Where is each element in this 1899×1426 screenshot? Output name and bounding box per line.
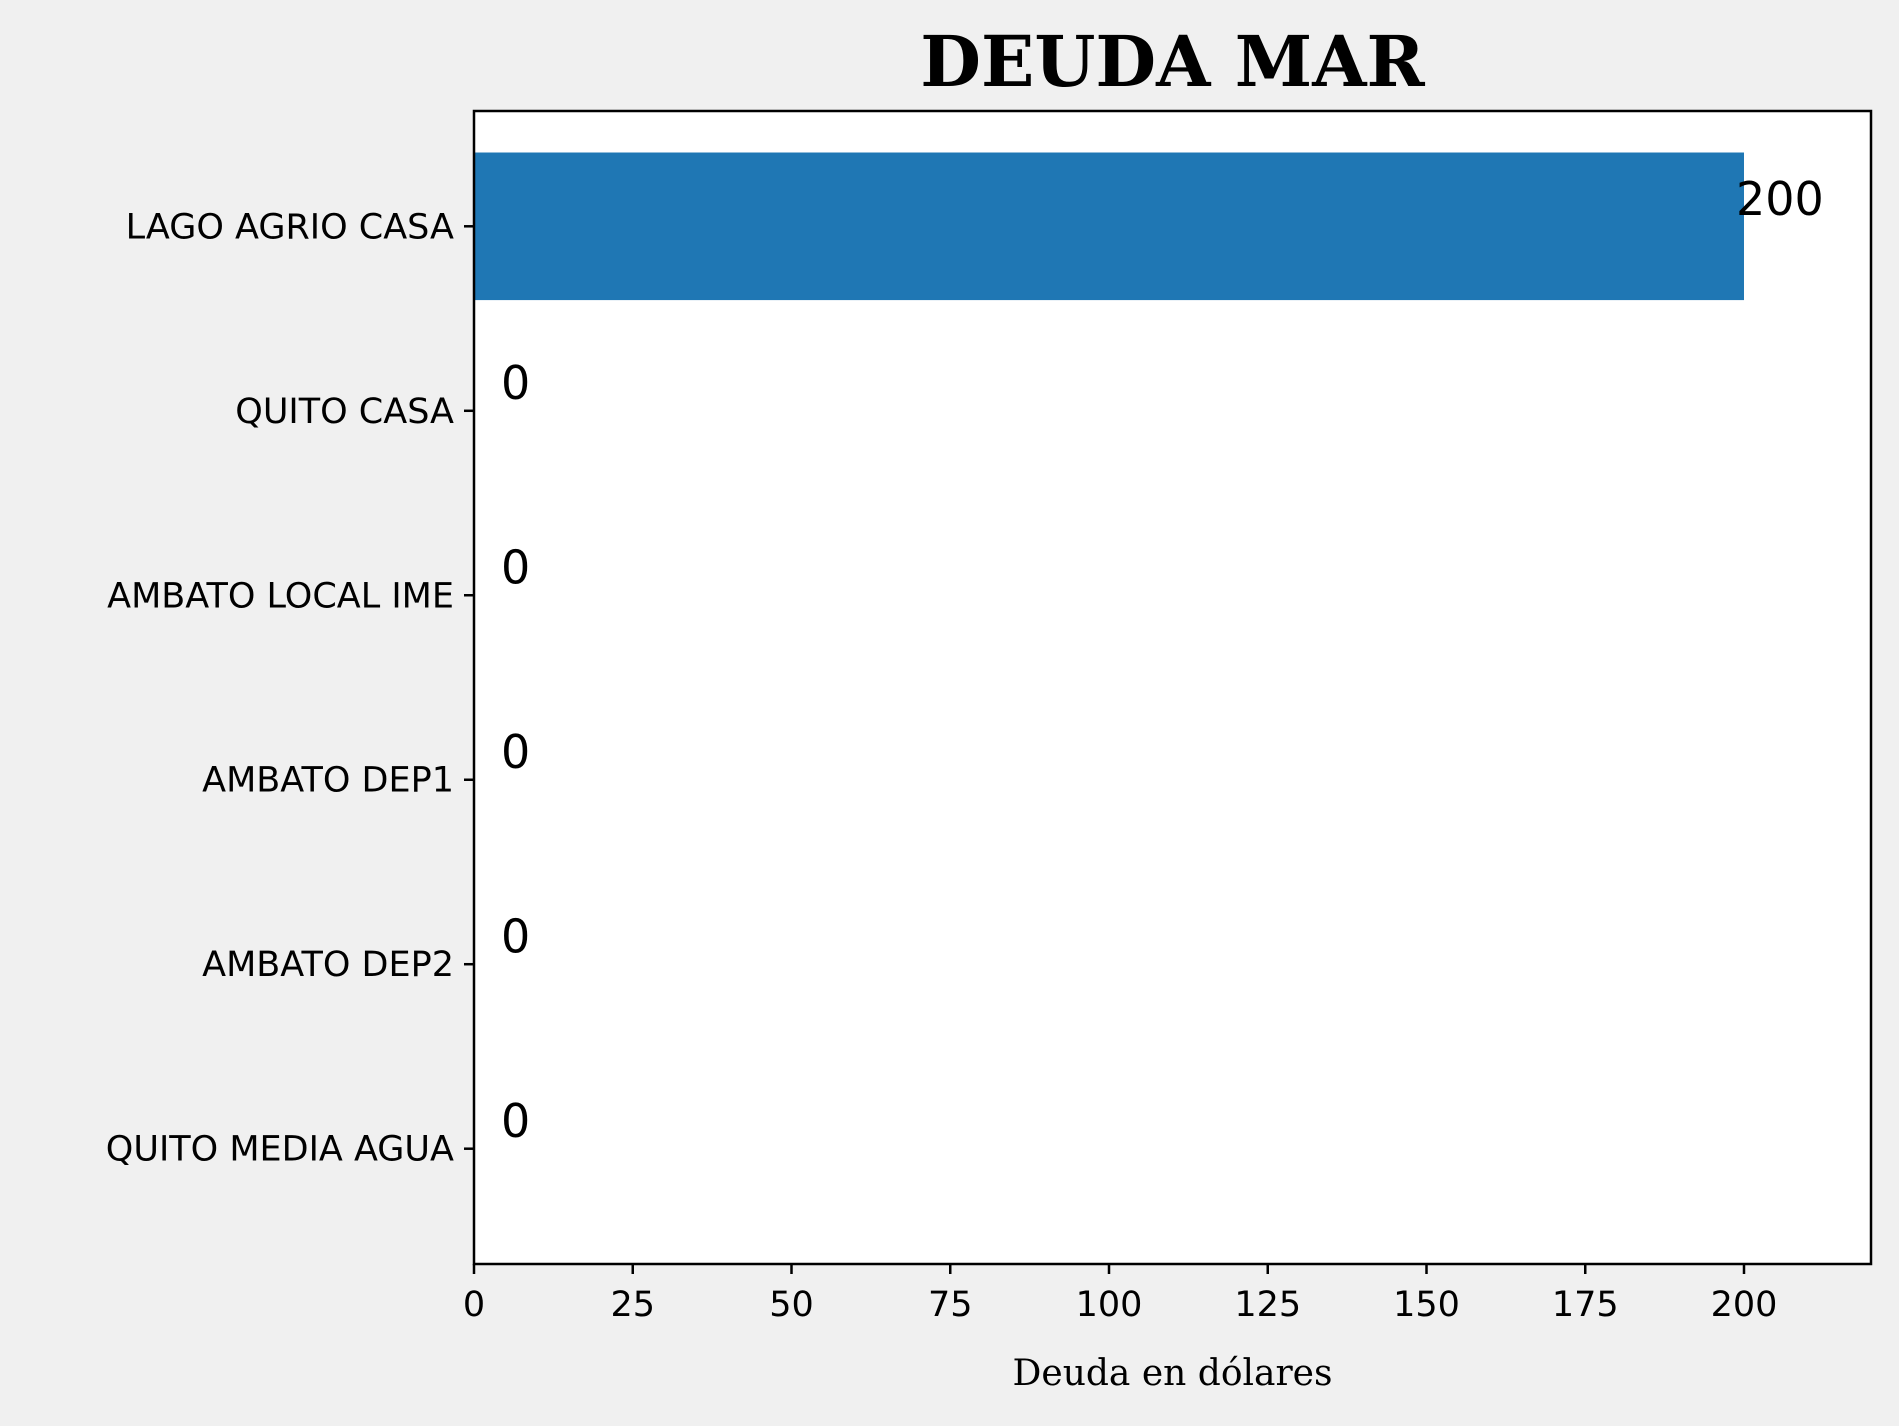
y-axis: LAGO AGRIO CASA QUITO CASA AMBATO LOCAL IM…: [106, 207, 474, 1170]
x-tick-label: 200: [1711, 1285, 1778, 1325]
y-tick-label: QUITO MEDIA AGUA: [106, 1130, 454, 1170]
x-tick-label: 100: [1076, 1285, 1143, 1325]
x-tick-label: 50: [769, 1285, 814, 1325]
value-label: 0: [501, 541, 530, 595]
value-label: 0: [501, 1094, 530, 1148]
plot-frame: [472, 109, 1873, 1266]
x-tick-label: 0: [463, 1285, 485, 1325]
value-labels: 200 0 0 0 0 0: [501, 172, 1824, 1148]
x-axis-label: Deuda en dólares: [1013, 1353, 1333, 1394]
value-label: 0: [501, 356, 530, 410]
y-tick-label: LAGO AGRIO CASA: [126, 207, 454, 247]
bar-0: [474, 152, 1744, 301]
y-tick-label: QUITO CASA: [235, 392, 454, 432]
chart-title: DEUDA MAR: [920, 20, 1425, 103]
x-tick-label: 75: [928, 1285, 973, 1325]
value-label: 0: [501, 725, 530, 779]
x-axis: 0 25 50 75 100 125 150 175 200: [463, 1264, 1778, 1325]
x-tick-label: 150: [1393, 1285, 1460, 1325]
x-tick-label: 125: [1234, 1285, 1301, 1325]
y-tick-label: AMBATO DEP1: [202, 761, 454, 801]
value-label: 200: [1736, 172, 1824, 226]
bars-layer: [474, 152, 1744, 301]
x-tick-label: 25: [610, 1285, 655, 1325]
y-tick-label: AMBATO LOCAL IME: [107, 576, 454, 616]
x-tick-label: 175: [1552, 1285, 1619, 1325]
value-label: 0: [501, 910, 530, 964]
y-tick-label: AMBATO DEP2: [202, 945, 454, 985]
plot-area: [474, 111, 1871, 1264]
